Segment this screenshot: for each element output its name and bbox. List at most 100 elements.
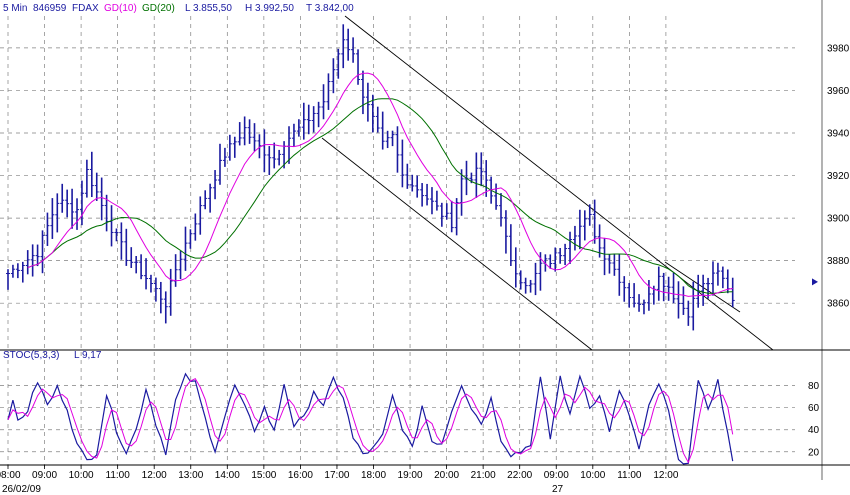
price-bar [568, 231, 573, 264]
time-tick-label: 18:00 [361, 470, 386, 481]
price-bar [474, 152, 479, 198]
price-bar [222, 147, 227, 167]
ma10-legend: GD(10) [104, 3, 137, 14]
time-axis: 08:00 09:00 10:00 11:00 12:00 13:00 14:00 15:00… [0, 465, 679, 481]
time-tick-label: 12:00 [142, 470, 167, 481]
time-tick-label: 10:00 [580, 470, 605, 481]
price-bar [129, 247, 134, 269]
price-bar [528, 279, 533, 293]
price-bar [439, 202, 444, 227]
time-tick-label: 21:00 [471, 470, 496, 481]
price-bar [30, 244, 35, 277]
price-bar [326, 73, 331, 110]
price-bar [35, 244, 40, 267]
price-bar [681, 286, 686, 315]
price-bar [641, 299, 646, 315]
price-bar [291, 123, 296, 147]
price-bar [410, 174, 415, 192]
price-bar [188, 229, 193, 249]
price-bar [646, 280, 651, 311]
price-bar [213, 170, 218, 200]
high-value: H 3.992,50 [245, 3, 294, 14]
price-bar [153, 277, 158, 302]
price-bar [627, 282, 632, 308]
price-bar [587, 204, 592, 226]
price-bar [272, 142, 277, 169]
price-bar [99, 177, 104, 221]
price-bar [119, 222, 124, 260]
price-axis: 3860 3880 3900 3920 3940 3960 3980 [827, 43, 850, 309]
time-tick-label: 11:00 [617, 470, 642, 481]
low-value: L 3.855,50 [185, 3, 232, 14]
time-tick-label: 13:00 [178, 470, 203, 481]
price-bar [262, 129, 267, 173]
price-bar [6, 269, 10, 290]
price-bar [336, 48, 341, 79]
time-tick-label: 15:00 [251, 470, 276, 481]
price-bar [158, 281, 163, 314]
price-bar [277, 149, 282, 166]
channel-upper-line [344, 15, 774, 351]
price-bar [503, 210, 508, 254]
price-bar [50, 198, 55, 239]
price-bar [380, 111, 385, 150]
time-tick-label: 09:00 [544, 470, 569, 481]
time-tick-label: 19:00 [398, 470, 423, 481]
price-bar [454, 198, 459, 236]
price-bar [558, 248, 563, 264]
trend-channel [321, 15, 774, 351]
price-bar [444, 203, 449, 220]
price-bar [429, 187, 434, 215]
price-bar [134, 256, 139, 274]
price-bar [607, 254, 612, 274]
price-bar [351, 37, 356, 63]
price-bar [252, 123, 257, 152]
price-bar [508, 224, 513, 267]
price-tick-label: 3960 [827, 86, 850, 97]
price-bar [676, 281, 681, 319]
symbol-label: FDAX [72, 3, 99, 14]
price-bar [79, 180, 84, 226]
price-bar [70, 188, 75, 229]
price-bar [242, 116, 247, 146]
price-bar [114, 228, 119, 242]
price-bar [148, 274, 153, 293]
price-bar [109, 205, 114, 247]
price-bar [385, 130, 390, 149]
price-bar [499, 193, 503, 227]
price-bar [321, 84, 326, 120]
price-bar [425, 183, 430, 206]
price-bar [356, 49, 361, 85]
price-bar [701, 274, 706, 306]
price-bar [563, 243, 568, 265]
price-bar [572, 225, 577, 251]
price-bar [484, 160, 489, 197]
date-label-next: 27 [552, 484, 564, 495]
price-bar [40, 230, 45, 274]
price-bar [375, 106, 380, 133]
price-bar [10, 264, 15, 278]
time-tick-label: 09:00 [32, 470, 57, 481]
price-bar [178, 250, 183, 280]
price-bar [518, 270, 523, 290]
stochastic-axis: 20 40 60 80 [808, 381, 820, 458]
price-tick-label: 3980 [827, 43, 850, 54]
price-bar [65, 189, 70, 218]
price-bar [193, 213, 198, 241]
price-tick-label: 3860 [827, 299, 850, 310]
price-bar [494, 183, 499, 210]
price-bar [144, 258, 149, 290]
price-bar [60, 183, 65, 213]
price-bar [449, 200, 454, 233]
price-bar [360, 70, 365, 115]
price-bar [232, 136, 237, 158]
price-bar [217, 143, 222, 185]
price-bar [208, 183, 213, 213]
price-bar [237, 122, 242, 146]
price-tick-label: 3900 [827, 214, 850, 225]
price-bar [89, 151, 94, 198]
ma20-legend: GD(20) [142, 3, 175, 14]
price-bar [577, 209, 582, 250]
price-bar [513, 247, 518, 288]
price-bar [617, 254, 622, 296]
